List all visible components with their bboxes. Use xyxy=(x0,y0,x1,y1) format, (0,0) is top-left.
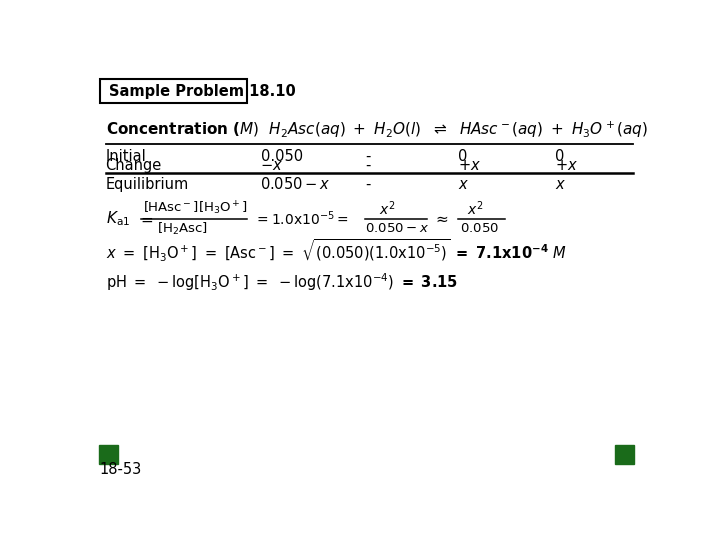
Text: -: - xyxy=(365,158,371,173)
Text: Change: Change xyxy=(106,158,162,173)
Text: 0: 0 xyxy=(555,149,564,164)
Text: $x$: $x$ xyxy=(555,177,566,192)
Text: $x^2$: $x^2$ xyxy=(467,199,484,218)
Text: $= 1.0\mathrm{x}10^{-5} =$: $= 1.0\mathrm{x}10^{-5} =$ xyxy=(253,210,348,228)
Text: Sample Problem 18.10: Sample Problem 18.10 xyxy=(109,84,296,99)
Bar xyxy=(616,445,634,464)
Text: $+x$: $+x$ xyxy=(458,158,481,173)
Text: 0: 0 xyxy=(458,149,467,164)
Text: $x$: $x$ xyxy=(458,177,469,192)
Text: 0.050: 0.050 xyxy=(261,149,302,164)
Text: $-x$: $-x$ xyxy=(261,158,284,173)
Text: Equilibrium: Equilibrium xyxy=(106,177,189,192)
Text: $x\ =\ \mathrm{[H_3O^+]\ =\ [Asc^-]\ =}\ \sqrt{(0.050)(1.0\mathrm{x}10^{-5})}$$\: $x\ =\ \mathrm{[H_3O^+]\ =\ [Asc^-]\ =}\… xyxy=(106,238,566,264)
Text: Initial: Initial xyxy=(106,149,146,164)
Text: $\approx$: $\approx$ xyxy=(433,211,449,226)
Text: $x^2$: $x^2$ xyxy=(379,199,395,218)
Bar xyxy=(99,445,118,464)
Text: $\mathrm{pH\ =\ -log[H_3O^+]\ =\ -log(7.1x10^{-4})}$$\mathbf{\ =\ 3.15}$: $\mathrm{pH\ =\ -log[H_3O^+]\ =\ -log(7.… xyxy=(106,271,458,293)
Text: $0.050$: $0.050$ xyxy=(461,222,500,235)
Text: $\mathrm{[HAsc^-][H_3O^+]}$: $\mathrm{[HAsc^-][H_3O^+]}$ xyxy=(143,200,248,218)
Text: -: - xyxy=(365,149,371,164)
Text: $0.050 - x$: $0.050 - x$ xyxy=(365,222,429,235)
Text: $+x$: $+x$ xyxy=(555,158,578,173)
Text: $0.050 - x$: $0.050 - x$ xyxy=(261,176,331,192)
Text: $\mathrm{[H_2Asc]}$: $\mathrm{[H_2Asc]}$ xyxy=(157,221,207,237)
Text: 18-53: 18-53 xyxy=(99,462,142,477)
FancyBboxPatch shape xyxy=(100,79,246,103)
Text: $=$: $=$ xyxy=(138,211,154,226)
Text: $\mathbf{Concentration\ (\it{M})\ \ H_2Asc(\it{aq})\ +\ H_2O(\it{l})\ \ \rightle: $\mathbf{Concentration\ (\it{M})\ \ H_2A… xyxy=(106,120,647,140)
Text: $K_{\mathrm{a1}}$: $K_{\mathrm{a1}}$ xyxy=(106,210,130,228)
Text: -: - xyxy=(365,177,371,192)
